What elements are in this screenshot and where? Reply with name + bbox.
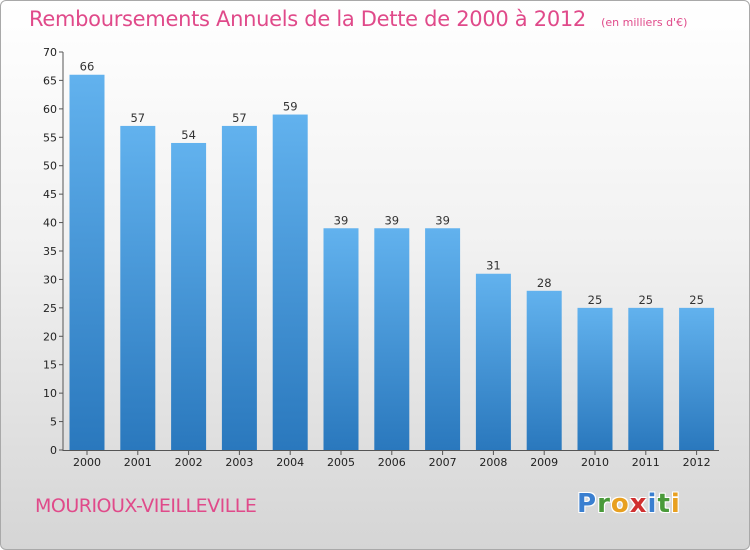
data-label: 59 <box>283 100 298 114</box>
chart-title: Remboursements Annuels de la Dette de 20… <box>29 7 586 31</box>
logo-letter: o <box>610 489 630 519</box>
y-tick-label: 50 <box>43 160 57 173</box>
bar <box>679 307 715 450</box>
x-tick-label: 2000 <box>73 456 101 469</box>
data-label: 57 <box>130 111 145 125</box>
commune-name: MOURIOUX-VIEILLEVILLE <box>35 495 257 517</box>
x-tick-label: 2001 <box>124 456 152 469</box>
bar <box>69 74 105 450</box>
bar <box>526 290 562 450</box>
data-label: 39 <box>384 213 399 227</box>
x-tick-label: 2008 <box>479 456 507 469</box>
data-label: 39 <box>334 213 349 227</box>
logo-letter: i <box>670 489 681 519</box>
proxiti-logo[interactable]: Proxiti <box>577 489 681 519</box>
y-tick-label: 30 <box>43 273 57 286</box>
chart-subtitle: (en milliers d'€) <box>601 16 688 29</box>
data-label: 31 <box>486 259 501 273</box>
x-tick-label: 2009 <box>530 456 558 469</box>
y-tick-label: 60 <box>43 103 57 116</box>
chart-header: Remboursements Annuels de la Dette de 20… <box>29 7 687 31</box>
y-tick-label: 35 <box>43 245 57 258</box>
bar <box>171 142 207 450</box>
data-label: 54 <box>181 128 196 142</box>
x-tick-label: 2006 <box>378 456 406 469</box>
bar <box>475 273 511 450</box>
bar <box>577 307 613 450</box>
plot-area: 0 5 10 15 20 25 30 35 40 45 50 55 60 65 70 66 2000 57 2001… <box>43 46 719 469</box>
data-label: 39 <box>435 213 450 227</box>
y-tick-label: 20 <box>43 330 57 343</box>
logo-letter: t <box>657 489 671 519</box>
data-label: 25 <box>638 293 653 307</box>
x-tick-label: 2004 <box>276 456 304 469</box>
logo-letter: P <box>577 489 598 519</box>
x-tick-label: 2012 <box>683 456 711 469</box>
data-label: 57 <box>232 111 247 125</box>
bar <box>221 125 257 451</box>
x-tick-label: 2003 <box>225 456 253 469</box>
x-tick-label: 2002 <box>175 456 203 469</box>
bar <box>628 307 664 450</box>
logo-letter: r <box>597 489 611 519</box>
x-tick-label: 2005 <box>327 456 355 469</box>
y-tick-label: 5 <box>50 416 57 429</box>
y-tick-label: 45 <box>43 188 57 201</box>
logo-letter: i <box>647 489 658 519</box>
x-tick-label: 2011 <box>632 456 660 469</box>
y-tick-label: 15 <box>43 359 57 372</box>
x-tick-label: 2007 <box>429 456 457 469</box>
y-tick-label: 0 <box>50 444 57 457</box>
data-label: 66 <box>80 60 95 74</box>
bar <box>374 228 410 450</box>
data-label: 28 <box>537 276 552 290</box>
bar <box>425 228 461 450</box>
data-label: 25 <box>588 293 603 307</box>
y-tick-label: 10 <box>43 387 57 400</box>
bar <box>323 228 359 450</box>
logo-letter: x <box>629 489 648 519</box>
y-tick-label: 25 <box>43 302 57 315</box>
y-tick-label: 70 <box>43 46 57 59</box>
y-tick-label: 40 <box>43 217 57 230</box>
x-tick-label: 2010 <box>581 456 609 469</box>
data-label: 25 <box>689 293 704 307</box>
bar <box>272 114 308 451</box>
bar <box>120 125 156 451</box>
y-tick-label: 65 <box>43 74 57 87</box>
y-tick-label: 55 <box>43 131 57 144</box>
